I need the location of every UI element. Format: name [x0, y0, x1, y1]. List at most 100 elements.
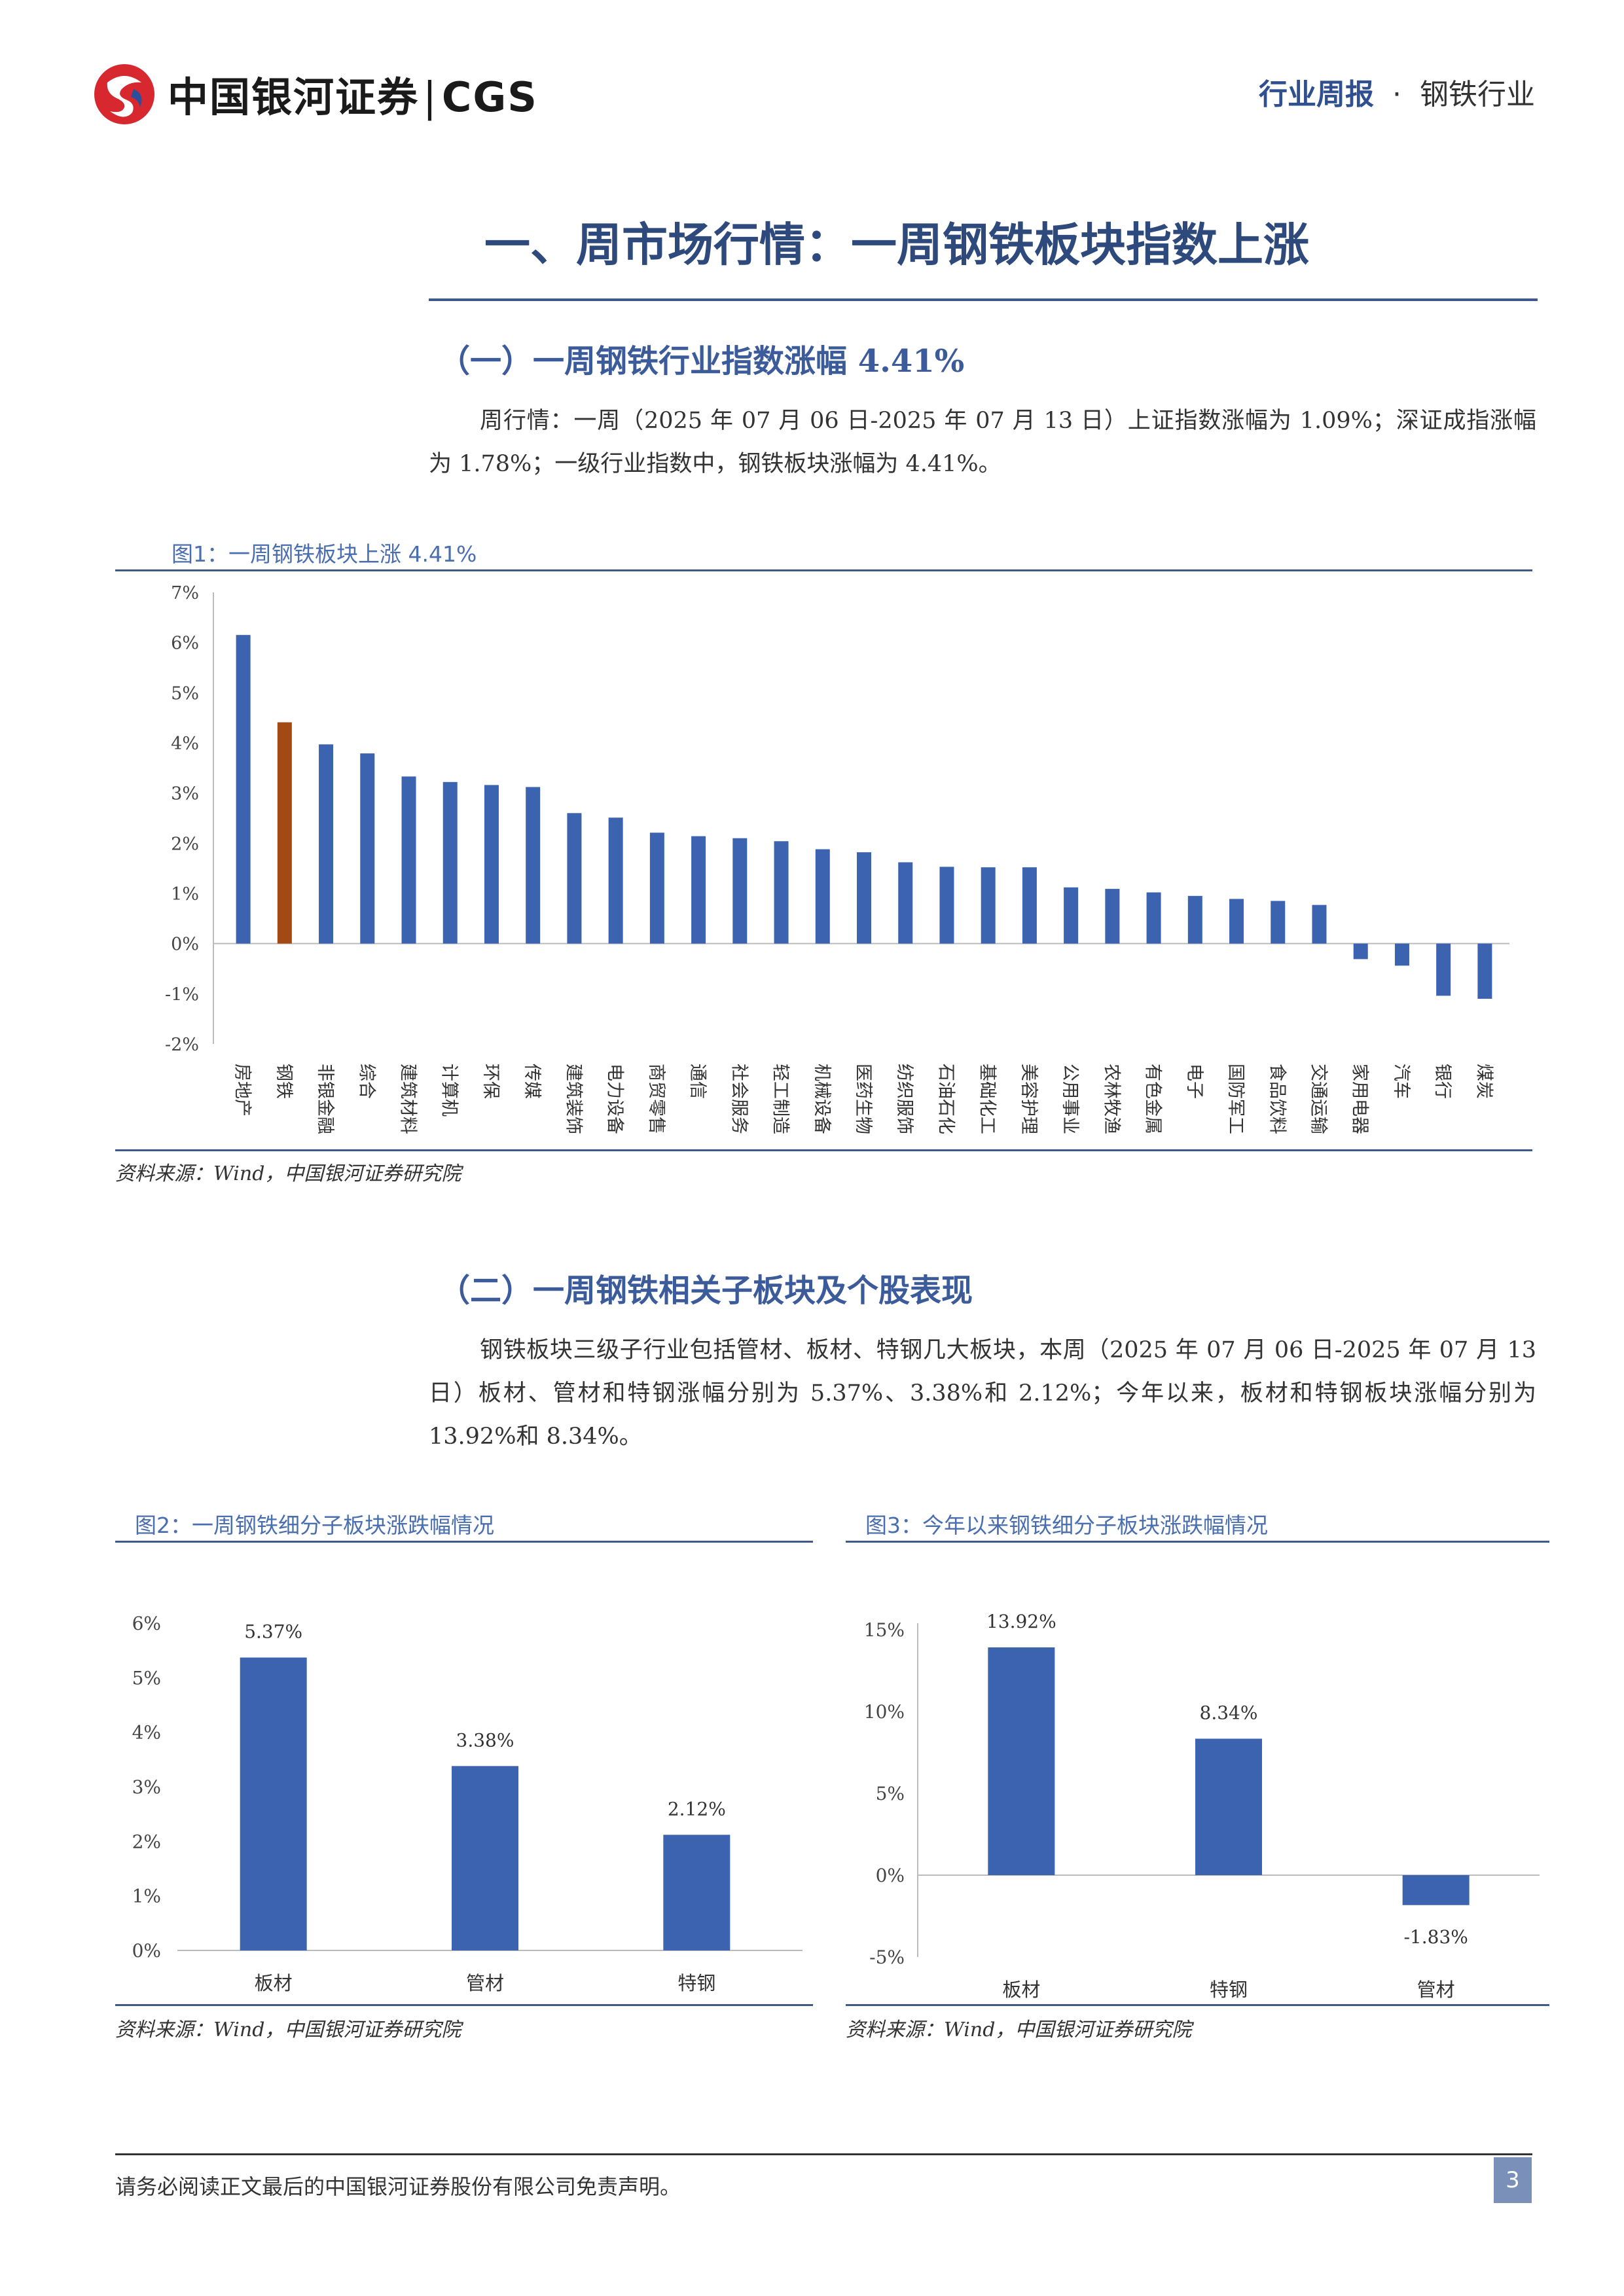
x-tick-label: 商贸零售	[646, 1064, 666, 1134]
x-tick-label: 机械设备	[812, 1064, 832, 1134]
figure-3-bottom-rule	[846, 2004, 1549, 2006]
y-tick-label: 5%	[132, 1667, 161, 1689]
bar-1	[236, 635, 251, 944]
x-tick-label: 农林牧渔	[1101, 1064, 1121, 1134]
y-tick-label: 4%	[171, 734, 199, 754]
figure-1-caption: 图1：一周钢铁板块上涨 4.41%	[171, 541, 477, 567]
data-label: 5.37%	[244, 1621, 302, 1643]
bar-29	[1394, 943, 1409, 966]
x-tick-label: 建筑装饰	[563, 1064, 583, 1134]
y-tick-label: 6%	[171, 634, 199, 654]
x-tick-label: 美容护理	[1019, 1064, 1039, 1134]
industry-name: 钢铁行业	[1420, 78, 1535, 111]
x-tick-label: 板材	[255, 1972, 293, 1994]
x-tick-label: 建筑材料	[398, 1064, 418, 1134]
bar-6	[442, 781, 458, 944]
figure-3-top-rule	[846, 1541, 1549, 1543]
bar-4	[360, 753, 375, 944]
bar-特钢	[663, 1835, 731, 1950]
data-label: 2.12%	[668, 1798, 726, 1820]
figure-1-top-rule	[115, 569, 1532, 571]
bar-28	[1353, 943, 1368, 960]
x-tick-label: 银行	[1432, 1064, 1453, 1099]
x-tick-label: 管材	[1417, 1979, 1455, 2001]
bar-27	[1312, 905, 1327, 944]
y-tick-label: 2%	[171, 834, 199, 854]
subsection-title-2: （二）一周钢铁相关子板块及个股表现	[439, 1272, 973, 1309]
bar-19	[981, 867, 996, 944]
report-type: 行业周报	[1259, 78, 1374, 111]
bar-5	[401, 776, 416, 944]
data-label: 8.34%	[1200, 1702, 1258, 1724]
subsection-title-1: （一）一周钢铁行业指数涨幅 4.41%	[439, 343, 965, 380]
figure-3-source: 资料来源：Wind，中国银河证券研究院	[846, 2018, 1192, 2041]
bar-特钢	[1195, 1738, 1262, 1875]
x-tick-label: 通信	[687, 1064, 708, 1099]
figure-3-caption: 图3：今年以来钢铁细分子板块涨跌幅情况	[865, 1513, 1268, 1538]
y-tick-label: 3%	[132, 1776, 161, 1798]
x-tick-label: 电力设备	[605, 1064, 625, 1134]
data-label: -1.83%	[1403, 1926, 1468, 1948]
brand-name-cn: 中国银河证券	[168, 73, 420, 121]
y-tick-label: 3%	[171, 784, 199, 804]
y-tick-label: -1%	[165, 984, 199, 1005]
x-tick-label: 汽车	[1391, 1064, 1411, 1099]
bar-23	[1146, 892, 1161, 944]
x-tick-label: 非银金融	[315, 1064, 335, 1134]
y-tick-label: -5%	[869, 1946, 905, 1968]
y-tick-label: 5%	[876, 1783, 905, 1804]
y-tick-label: 5%	[171, 683, 199, 704]
y-tick-label: 7%	[171, 583, 199, 603]
x-tick-label: 特钢	[677, 1972, 715, 1994]
y-tick-label: -2%	[165, 1035, 199, 1055]
header-dot: ·	[1392, 78, 1401, 111]
bar-12	[691, 836, 706, 944]
figure-2-caption: 图2：一周钢铁细分子板块涨跌幅情况	[135, 1513, 494, 1538]
bar-21	[1064, 887, 1079, 944]
bar-18	[939, 867, 954, 944]
footer-divider	[115, 2153, 1532, 2155]
x-tick-label: 钢铁	[274, 1064, 294, 1099]
x-tick-label: 公用事业	[1060, 1064, 1080, 1134]
brand-logo-icon	[94, 64, 154, 124]
y-tick-label: 4%	[132, 1722, 161, 1744]
bar-24	[1187, 895, 1202, 944]
figure-2-source: 资料来源：Wind，中国银河证券研究院	[115, 2018, 461, 2041]
x-tick-label: 环保	[480, 1064, 501, 1099]
figure-3-chart: 15% 10% 5% 0% -5% 13.92% 板材 8.34% 特钢 -1.83% 管材	[864, 1611, 1540, 2001]
x-tick-label: 纺织服饰	[894, 1064, 914, 1134]
bar-14	[774, 841, 789, 944]
bar-13	[732, 838, 748, 944]
bar-管材	[452, 1766, 518, 1950]
y-tick-label: 10%	[864, 1701, 905, 1723]
x-tick-label: 特钢	[1210, 1979, 1248, 2001]
bar-17	[898, 862, 913, 944]
y-tick-label: 1%	[171, 884, 199, 905]
x-tick-label: 有色金属	[1143, 1064, 1163, 1134]
figure-1-bottom-rule	[115, 1149, 1532, 1151]
data-label: 3.38%	[456, 1729, 514, 1751]
report-header: 行业周报 · 钢铁行业	[1259, 71, 1535, 113]
bar-9	[567, 813, 582, 944]
bar-15	[815, 849, 830, 944]
figure-2-chart: 6% 5% 4% 3% 2% 1% 0% 5.37% 板材 3.38% 管材 2.12% 特钢	[132, 1613, 803, 1994]
figure-2-top-rule	[115, 1541, 813, 1543]
x-tick-label: 板材	[1002, 1979, 1040, 2001]
bar-31	[1477, 943, 1492, 999]
bar-16	[857, 852, 871, 944]
x-tick-label: 国防军工	[1225, 1064, 1246, 1134]
x-tick-label: 传媒	[522, 1064, 542, 1099]
brand-separator: |	[423, 73, 438, 121]
x-tick-label: 食品饮料	[1267, 1064, 1287, 1134]
x-tick-label: 石油石化	[935, 1064, 956, 1134]
bar-11	[649, 833, 664, 944]
x-tick-label: 房地产	[232, 1064, 253, 1117]
y-tick-label: 1%	[132, 1886, 161, 1907]
figure-2-bottom-rule	[115, 2004, 813, 2006]
data-label: 13.92%	[986, 1611, 1056, 1632]
bar-板材	[988, 1647, 1055, 1875]
x-tick-label: 管材	[466, 1972, 504, 1994]
x-tick-label: 轻工制造	[770, 1064, 791, 1134]
page-number: 3	[1494, 2157, 1532, 2203]
x-tick-label: 综合	[356, 1064, 376, 1099]
